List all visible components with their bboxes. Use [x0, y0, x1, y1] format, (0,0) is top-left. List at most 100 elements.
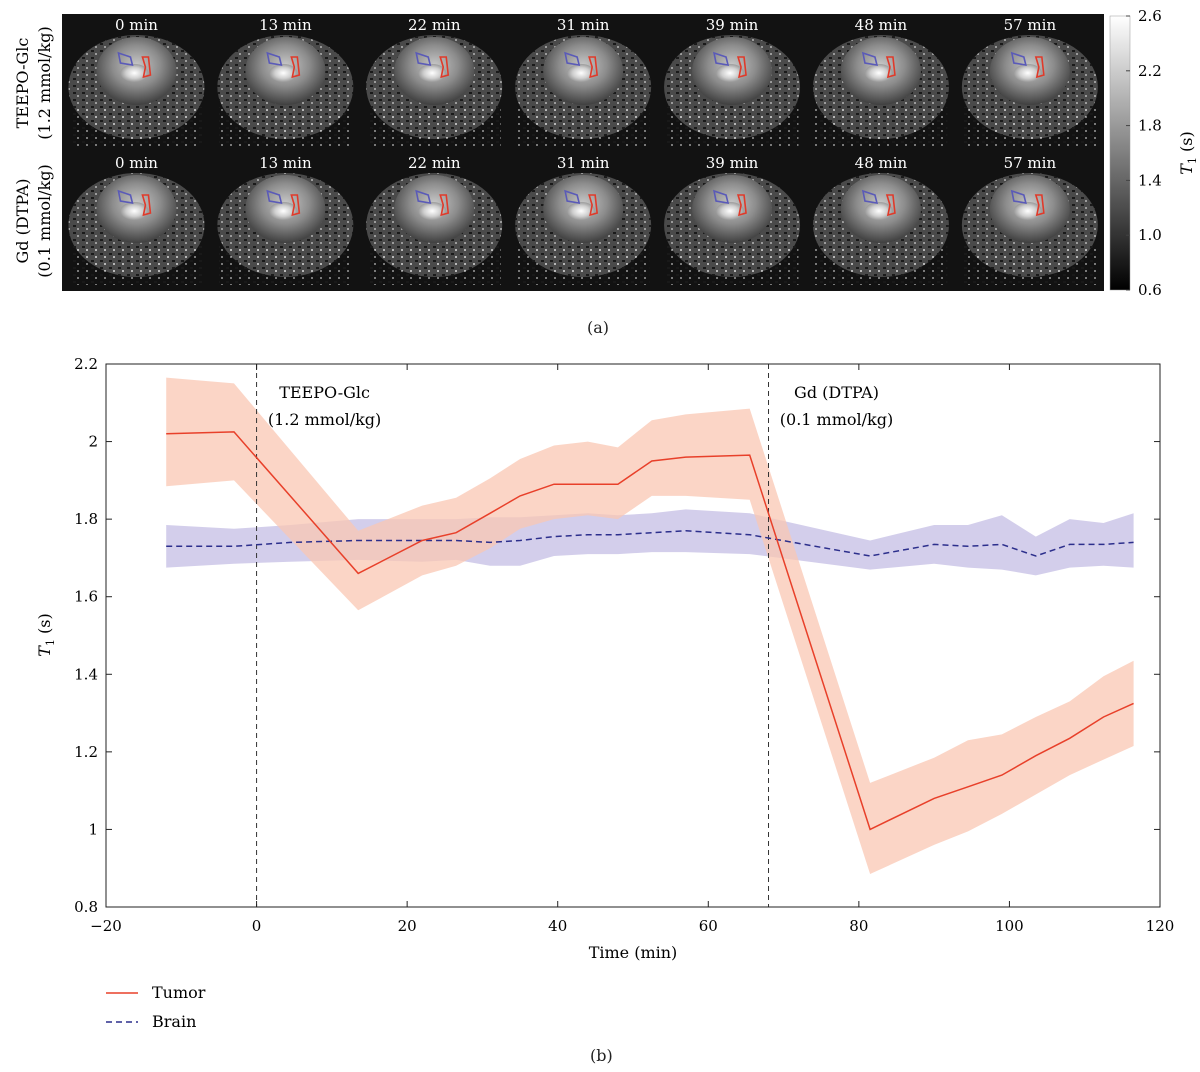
roi-tumor [885, 56, 896, 79]
mri-slice [515, 35, 652, 147]
injection-label: Gd (DTPA) [794, 383, 879, 402]
time-label: 22 min [408, 154, 461, 172]
y-tick-label: 1 [88, 820, 98, 838]
colorbar-tick-label: 2.2 [1138, 62, 1162, 80]
mri-slice [812, 173, 949, 285]
mri-slice [664, 35, 801, 147]
time-label: 31 min [557, 154, 610, 172]
roi-brain [712, 51, 730, 66]
row-label-dose: (1.2 mmol/kg) [35, 26, 54, 139]
roi-brain [564, 189, 581, 204]
time-label: 39 min [706, 16, 759, 34]
roi-brain [712, 189, 730, 204]
tumor-line [166, 431, 1134, 831]
colorbar-tick-label: 1.8 [1138, 117, 1162, 135]
injection-label: TEEPO-Glc [279, 383, 370, 402]
row-label-agent: TEEPO-Glc [13, 38, 32, 129]
roi-tumor [439, 194, 450, 217]
colorbar-label: T1 (s) [1177, 131, 1199, 174]
mri-slice [68, 35, 205, 147]
colorbar-label-subscript: 1 [1186, 157, 1199, 164]
brain-line [166, 530, 1134, 557]
row-label-agent: Gd (DTPA) [13, 179, 32, 264]
time-label: 31 min [557, 16, 610, 34]
colorbar-tick-label: 2.6 [1138, 7, 1162, 25]
legend-label: Brain [152, 1012, 196, 1031]
roi-brain [1010, 189, 1027, 204]
time-label: 57 min [1004, 154, 1057, 172]
mri-slice [68, 173, 205, 285]
tumor-error-band [166, 377, 1134, 874]
y-tick-label: 1.4 [74, 665, 98, 683]
mri-panel: TEEPO-Glc (1.2 mmol/kg) Gd (DTPA) (0.1 mmol… [13, 7, 1199, 299]
mri-slice [812, 35, 949, 147]
row-label-dose: (0.1 mmol/kg) [35, 164, 54, 277]
y-tick-label: 2.2 [74, 355, 98, 373]
colorbar [1109, 15, 1131, 291]
roi-brain [564, 51, 581, 66]
roi-brain [266, 51, 283, 66]
time-label: 0 min [115, 154, 158, 172]
roi-brain [861, 51, 879, 66]
mri-slice [961, 173, 1098, 285]
roi-tumor [290, 194, 301, 217]
roi-tumor [588, 56, 599, 79]
y-tick-label: 1.2 [74, 743, 98, 761]
roi-tumor [141, 56, 152, 79]
x-tick-label: 40 [548, 917, 567, 935]
roi-tumor [290, 56, 301, 79]
roi-tumor [588, 194, 599, 217]
time-label: 57 min [1004, 16, 1057, 34]
time-label: 13 min [259, 16, 312, 34]
time-label: 48 min [855, 154, 908, 172]
colorbar-label-unit: (s) [1177, 131, 1196, 157]
roi-tumor [736, 56, 747, 79]
y-tick-label: 1.6 [74, 588, 98, 606]
roi-tumor [141, 194, 152, 217]
time-label: 39 min [706, 154, 759, 172]
row-label: TEEPO-Glc (1.2 mmol/kg) [13, 26, 54, 139]
x-tick-label: 120 [1146, 917, 1175, 935]
x-tick-label: 80 [849, 917, 868, 935]
roi-brain [266, 189, 283, 204]
time-label: 22 min [408, 16, 461, 34]
mri-slice [515, 173, 652, 285]
panel-a-label: (a) [587, 318, 610, 337]
x-tick-label: 20 [398, 917, 417, 935]
t1-line-chart: −20 0 20 40 60 80 100 120 0.8 1 1.2 1.4 1.6 1.8 2 2.2 T… [35, 355, 1175, 1031]
colorbar-tick-label: 1.4 [1138, 171, 1162, 189]
x-axis-label: Time (min) [589, 943, 678, 962]
y-axis-label: T1 (s) [35, 613, 57, 656]
x-tick-label: 60 [699, 917, 718, 935]
row-label: Gd (DTPA) (0.1 mmol/kg) [13, 164, 54, 277]
y-tick-label: 2 [88, 433, 98, 451]
roi-brain [415, 189, 432, 204]
roi-brain [415, 51, 432, 66]
mri-slice [366, 173, 503, 285]
colorbar-tick-label: 0.6 [1138, 281, 1162, 299]
mri-slice [217, 35, 354, 147]
time-label: 13 min [259, 154, 312, 172]
panel-b-label: (b) [590, 1046, 613, 1065]
roi-tumor [439, 56, 450, 79]
y-tick-label: 0.8 [74, 898, 98, 916]
mri-slice [366, 35, 503, 147]
colorbar-label-symbol: T [1177, 163, 1196, 175]
roi-brain [861, 189, 879, 204]
roi-tumor [736, 194, 747, 217]
injection-dose-label: (1.2 mmol/kg) [268, 410, 381, 429]
x-tick-label: −20 [90, 917, 122, 935]
mri-slice [217, 173, 354, 285]
roi-tumor [1034, 56, 1045, 79]
roi-brain [117, 189, 134, 204]
time-label: 48 min [855, 16, 908, 34]
legend-label: Tumor [152, 983, 206, 1002]
roi-tumor [1034, 194, 1045, 217]
roi-brain [117, 51, 134, 66]
mri-slice [961, 35, 1098, 147]
injection-dose-label: (0.1 mmol/kg) [780, 410, 893, 429]
mri-slice [664, 173, 801, 285]
plot-frame [105, 363, 1161, 908]
time-label: 0 min [115, 16, 158, 34]
x-tick-label: 0 [252, 917, 262, 935]
